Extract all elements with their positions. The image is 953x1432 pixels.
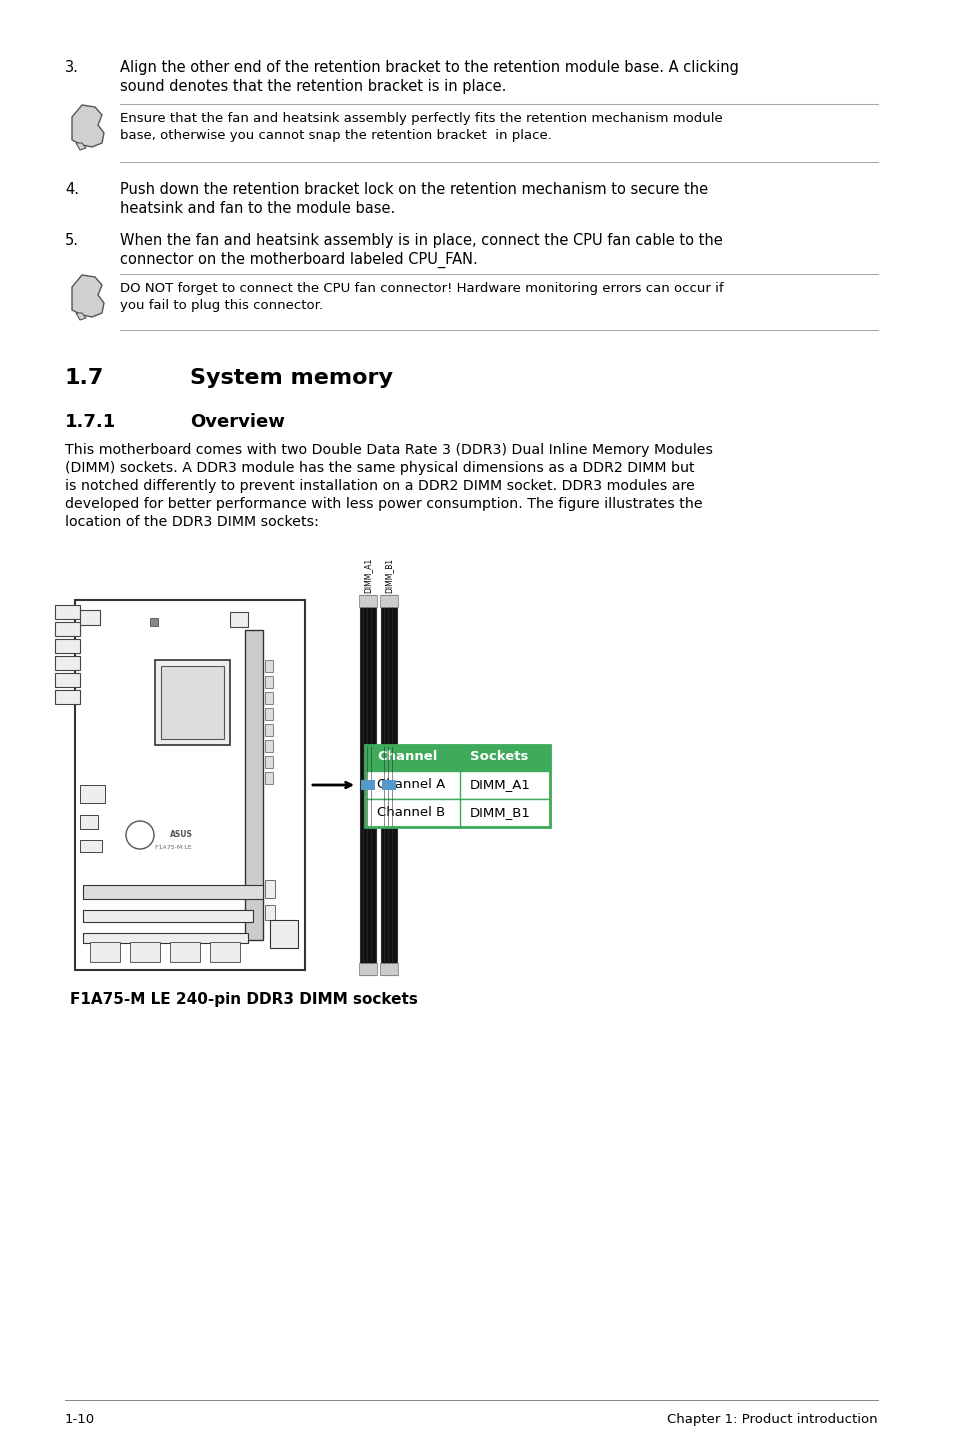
Bar <box>265 756 273 768</box>
Text: F1A75-M LE: F1A75-M LE <box>154 845 192 851</box>
Text: This motherboard comes with two Double Data Rate 3 (DDR3) Dual Inline Memory Mod: This motherboard comes with two Double D… <box>65 442 712 457</box>
Bar <box>83 909 253 922</box>
Text: When the fan and heatsink assembly is in place, connect the CPU fan cable to the: When the fan and heatsink assembly is in… <box>120 233 722 248</box>
Bar <box>80 815 98 829</box>
Text: Ensure that the fan and heatsink assembly perfectly fits the retention mechanism: Ensure that the fan and heatsink assembl… <box>120 112 722 125</box>
Bar <box>379 962 397 975</box>
Text: DIMM_A1: DIMM_A1 <box>470 778 530 790</box>
Bar <box>360 780 375 790</box>
Bar <box>365 770 550 799</box>
Bar <box>265 881 274 898</box>
Bar <box>154 660 230 745</box>
Bar <box>55 690 80 705</box>
Bar <box>265 740 273 752</box>
Text: DIMM_B1: DIMM_B1 <box>384 558 393 593</box>
Text: Channel: Channel <box>376 750 436 763</box>
Bar <box>75 600 305 969</box>
Bar <box>80 841 102 852</box>
Bar <box>265 660 273 672</box>
Bar <box>55 621 80 636</box>
Text: 1.7.1: 1.7.1 <box>65 412 116 431</box>
Text: is notched differently to prevent installation on a DDR2 DIMM socket. DDR3 modul: is notched differently to prevent instal… <box>65 478 694 493</box>
Text: Push down the retention bracket lock on the retention mechanism to secure the: Push down the retention bracket lock on … <box>120 182 707 198</box>
Text: 1.7: 1.7 <box>65 368 104 388</box>
Bar <box>90 942 120 962</box>
Bar <box>55 604 80 619</box>
Text: System memory: System memory <box>190 368 393 388</box>
Bar <box>365 799 550 828</box>
Text: ASUS: ASUS <box>170 831 193 839</box>
Text: DIMM_B1: DIMM_B1 <box>470 806 530 819</box>
Bar <box>379 596 397 607</box>
Polygon shape <box>71 275 104 316</box>
Text: 5.: 5. <box>65 233 79 248</box>
Bar <box>265 676 273 687</box>
Polygon shape <box>71 105 104 147</box>
Bar <box>265 772 273 783</box>
Text: DIMM_A1: DIMM_A1 <box>363 557 372 593</box>
Bar <box>55 673 80 687</box>
Bar <box>381 780 395 790</box>
Text: 4.: 4. <box>65 182 79 198</box>
Text: (DIMM) sockets. A DDR3 module has the same physical dimensions as a DDR2 DIMM bu: (DIMM) sockets. A DDR3 module has the sa… <box>65 461 694 475</box>
Bar <box>83 885 263 899</box>
Text: 3.: 3. <box>65 60 79 74</box>
Bar <box>83 934 248 944</box>
Text: DO NOT forget to connect the CPU fan connector! Hardware monitoring errors can o: DO NOT forget to connect the CPU fan con… <box>120 282 723 295</box>
Bar <box>365 745 550 828</box>
Bar <box>380 596 396 975</box>
Bar <box>365 745 550 770</box>
Text: you fail to plug this connector.: you fail to plug this connector. <box>120 299 323 312</box>
Bar <box>80 610 100 624</box>
Bar <box>245 630 263 939</box>
Polygon shape <box>76 143 86 150</box>
Text: Sockets: Sockets <box>470 750 528 763</box>
Text: F1A75-M LE 240-pin DDR3 DIMM sockets: F1A75-M LE 240-pin DDR3 DIMM sockets <box>70 992 417 1007</box>
Bar <box>55 639 80 653</box>
Text: connector on the motherboard labeled CPU_FAN.: connector on the motherboard labeled CPU… <box>120 252 477 268</box>
Text: sound denotes that the retention bracket is in place.: sound denotes that the retention bracket… <box>120 79 506 95</box>
Text: Chapter 1: Product introduction: Chapter 1: Product introduction <box>667 1413 877 1426</box>
Text: heatsink and fan to the module base.: heatsink and fan to the module base. <box>120 200 395 216</box>
Bar <box>265 905 274 919</box>
Bar <box>358 962 376 975</box>
Bar <box>210 942 240 962</box>
Text: Align the other end of the retention bracket to the retention module base. A cli: Align the other end of the retention bra… <box>120 60 739 74</box>
Text: Overview: Overview <box>190 412 285 431</box>
Bar <box>80 785 105 803</box>
Text: base, otherwise you cannot snap the retention bracket  in place.: base, otherwise you cannot snap the rete… <box>120 129 551 142</box>
Bar <box>161 666 224 739</box>
Bar <box>265 725 273 736</box>
Bar <box>358 596 376 607</box>
Bar <box>265 707 273 720</box>
Bar <box>230 611 248 627</box>
Text: Channel A: Channel A <box>376 778 445 790</box>
Bar <box>265 692 273 705</box>
Text: Channel B: Channel B <box>376 806 445 819</box>
Bar <box>55 656 80 670</box>
Text: developed for better performance with less power consumption. The figure illustr: developed for better performance with le… <box>65 497 702 511</box>
Polygon shape <box>76 314 86 319</box>
Bar <box>130 942 160 962</box>
Bar <box>359 596 375 975</box>
Bar <box>150 619 158 626</box>
Text: location of the DDR3 DIMM sockets:: location of the DDR3 DIMM sockets: <box>65 516 318 528</box>
Bar <box>270 919 297 948</box>
Bar <box>170 942 200 962</box>
Text: 1-10: 1-10 <box>65 1413 95 1426</box>
